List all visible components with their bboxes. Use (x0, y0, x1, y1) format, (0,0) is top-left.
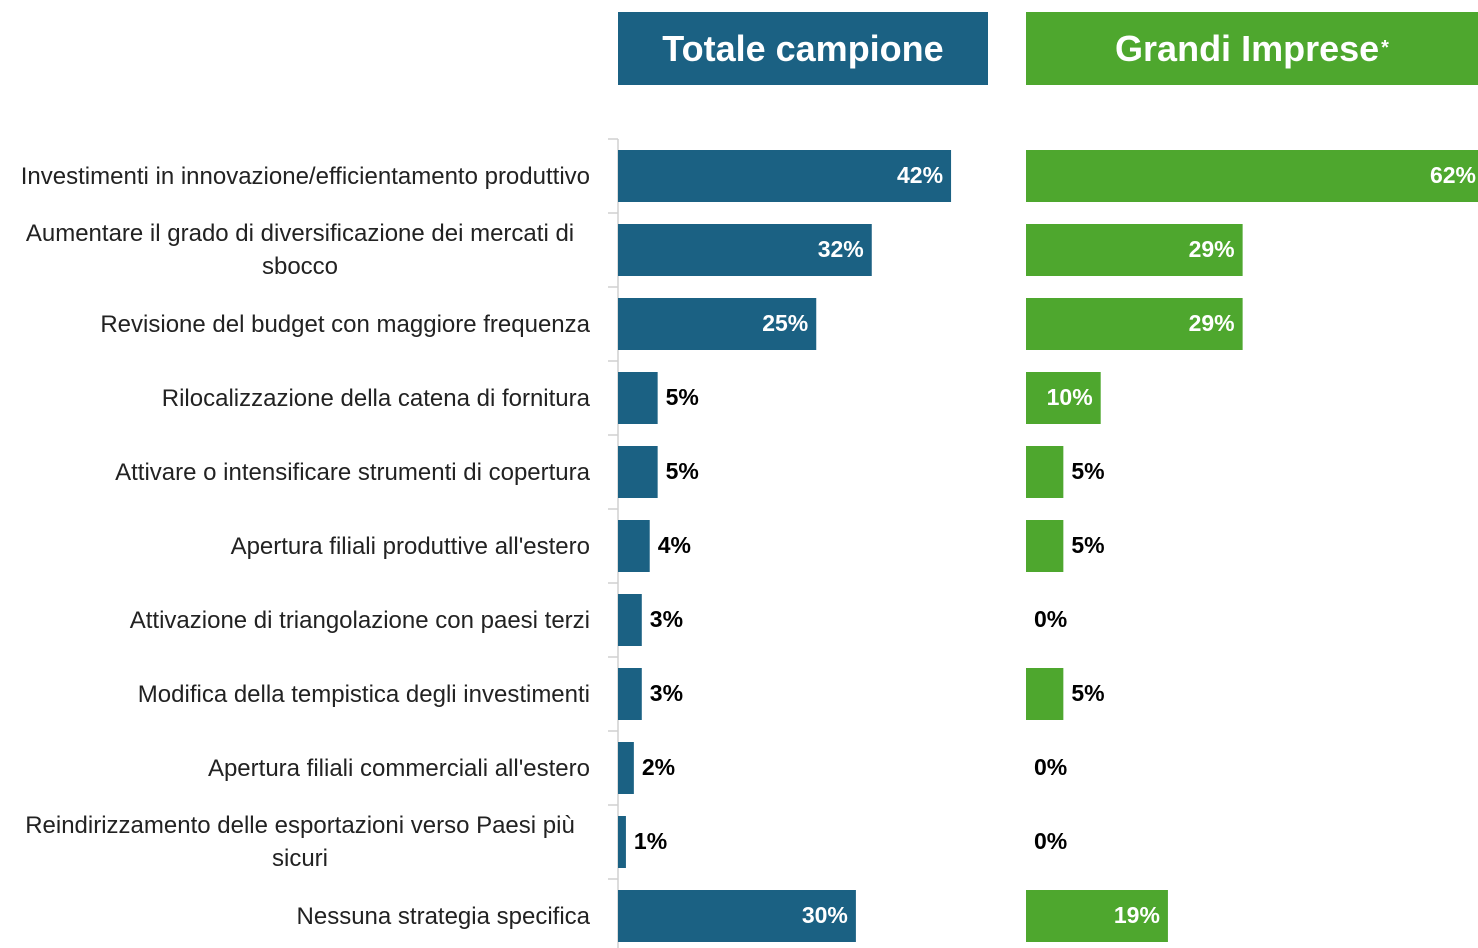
bar (618, 150, 952, 202)
bar (618, 446, 658, 498)
value-label: 5% (1071, 532, 1104, 558)
bar (1026, 224, 1243, 276)
value-label: 10% (1047, 384, 1093, 410)
category-label: Apertura filiali commerciali all'estero (207, 754, 590, 782)
bar (1026, 150, 1478, 202)
bar (618, 742, 634, 794)
category-label-box: Aumentare il grado di diversificazione d… (10, 213, 590, 287)
value-label: 0% (1034, 606, 1067, 632)
category-label: Attivare o intensificare strumenti di co… (115, 458, 590, 486)
category-label: Modifica della tempistica degli investim… (137, 680, 590, 708)
bar (618, 520, 650, 572)
panel-title: Grandi Imprese (1115, 27, 1380, 69)
bar (1026, 668, 1064, 720)
category-label-box: Apertura filiali produttive all'estero (10, 509, 590, 583)
category-label-box: Revisione del budget con maggiore freque… (10, 287, 590, 361)
category-label: Apertura filiali produttive all'estero (230, 532, 590, 560)
value-label: 5% (666, 384, 699, 410)
category-label: Reindirizzamento delle esportazioni vers… (25, 812, 575, 872)
category-label: Attivazione di triangolazione con paesi … (129, 606, 590, 634)
bar (618, 816, 626, 868)
value-label: 29% (1189, 310, 1235, 336)
bar (1026, 890, 1168, 942)
category-label: Investimenti in innovazione/efficientame… (20, 162, 590, 190)
category-label-box: Attivare o intensificare strumenti di co… (10, 435, 590, 509)
bar (1026, 446, 1064, 498)
title-mark: * (1381, 37, 1389, 59)
category-label-box: Attivazione di triangolazione con paesi … (10, 583, 590, 657)
category-label: Rilocalizzazione della catena di fornitu… (161, 384, 590, 412)
bar (618, 298, 817, 350)
value-label: 30% (802, 902, 848, 928)
value-label: 25% (762, 310, 808, 336)
value-label: 62% (1430, 162, 1476, 188)
category-label: Aumentare il grado di diversificazione d… (25, 220, 575, 280)
value-label: 29% (1189, 236, 1235, 262)
category-label-box: Investimenti in innovazione/efficientame… (10, 139, 590, 213)
bar (618, 890, 856, 942)
category-label-box: Nessuna strategia specifica (10, 879, 590, 948)
value-label: 2% (642, 754, 675, 780)
panel-title: Totale campione (662, 27, 944, 69)
bar (618, 594, 642, 646)
value-label: 0% (1034, 828, 1067, 854)
category-label-box: Reindirizzamento delle esportazioni vers… (10, 805, 590, 879)
bar (1026, 520, 1064, 572)
bar (618, 668, 642, 720)
value-label: 3% (650, 606, 683, 632)
value-label: 5% (1071, 680, 1104, 706)
category-label: Revisione del budget con maggiore freque… (100, 310, 590, 338)
panel-header: Grandi Imprese * (1026, 12, 1478, 85)
value-label: 5% (1071, 458, 1104, 484)
category-label-box: Apertura filiali commerciali all'estero (10, 731, 590, 805)
category-label-box: Modifica della tempistica degli investim… (10, 657, 590, 731)
bar (618, 224, 872, 276)
value-label: 3% (650, 680, 683, 706)
category-label: Nessuna strategia specifica (296, 902, 590, 930)
category-label-box: Rilocalizzazione della catena di fornitu… (10, 361, 590, 435)
value-label: 42% (897, 162, 943, 188)
bar (618, 372, 658, 424)
value-label: 4% (658, 532, 691, 558)
value-label: 32% (818, 236, 864, 262)
bar (1026, 372, 1101, 424)
panel-header: Totale campione (618, 12, 988, 85)
value-label: 5% (666, 458, 699, 484)
bar (1026, 298, 1243, 350)
value-label: 19% (1114, 902, 1160, 928)
value-label: 1% (634, 828, 667, 854)
value-label: 0% (1034, 754, 1067, 780)
